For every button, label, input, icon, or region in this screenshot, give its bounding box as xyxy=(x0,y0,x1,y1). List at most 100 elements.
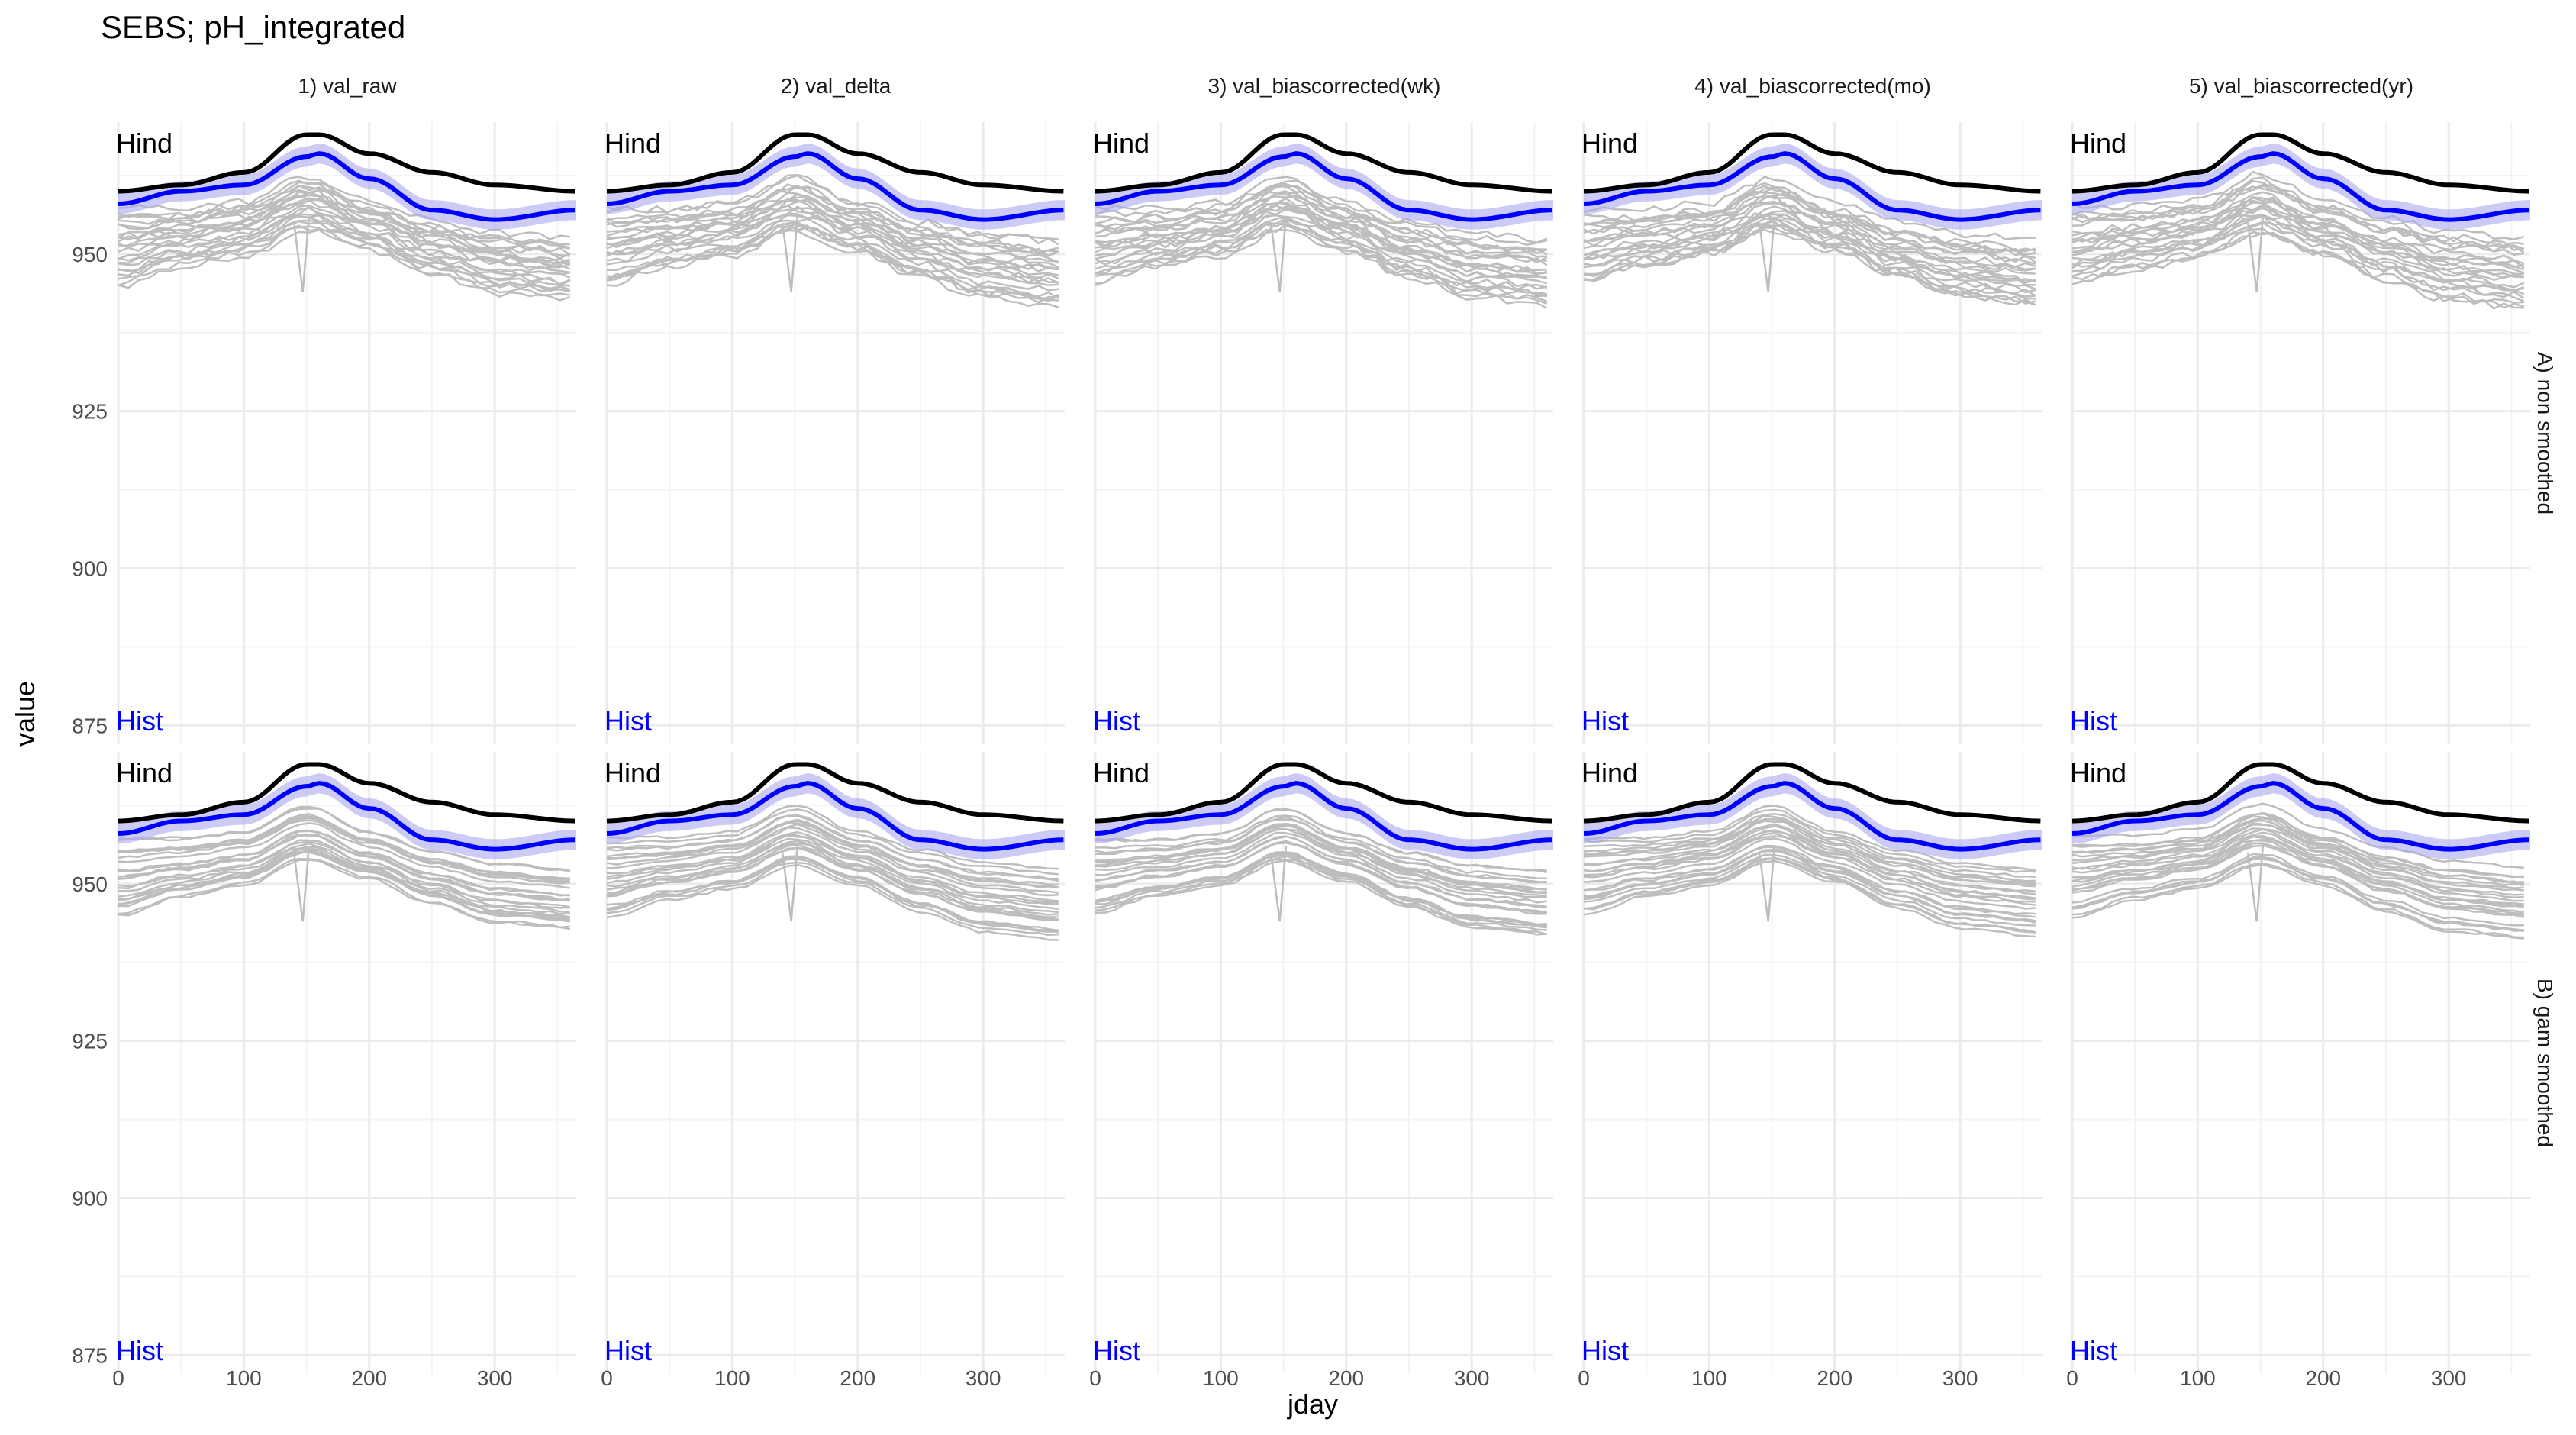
projection-line xyxy=(1095,216,1547,298)
x-tick-label: 200 xyxy=(1328,1366,1364,1390)
y-tick-label: 925 xyxy=(72,1030,108,1053)
x-tick-label: 0 xyxy=(601,1366,613,1390)
hist-band xyxy=(118,144,576,230)
projection-line xyxy=(1583,194,2036,268)
y-tick-label: 950 xyxy=(72,243,108,266)
projection-line xyxy=(118,189,571,260)
projection-line xyxy=(606,863,1059,941)
projection-line xyxy=(2071,179,2524,251)
hind-line xyxy=(118,132,575,194)
x-tick-label: 0 xyxy=(112,1366,124,1390)
projection-line xyxy=(1095,822,1547,891)
projection-line xyxy=(1095,179,1548,247)
projection-line xyxy=(118,822,570,889)
hist-label: Hist xyxy=(605,1335,652,1366)
hist-label: Hist xyxy=(605,705,652,737)
projection-line xyxy=(1095,808,1547,872)
projection-line xyxy=(1095,219,1548,298)
projection-line xyxy=(606,207,1059,276)
x-tick-label: 300 xyxy=(477,1366,513,1390)
projection-line xyxy=(118,842,570,913)
panel: Hind Hist 1) val_raw 875 900 925 950 xyxy=(72,74,576,744)
projection-line xyxy=(1095,202,1547,275)
hind-line xyxy=(606,762,1064,824)
hist-label: Hist xyxy=(116,1335,163,1366)
projection-line xyxy=(118,184,570,250)
projection-line xyxy=(606,861,1059,937)
x-tick-label: 300 xyxy=(966,1366,1001,1390)
hist-label: Hist xyxy=(116,705,163,737)
projection-line xyxy=(606,174,1059,246)
projection-line xyxy=(1583,217,2036,297)
projection-spike xyxy=(2246,846,2265,922)
projection-line xyxy=(2071,221,2525,302)
x-tick-label: 100 xyxy=(1203,1366,1239,1390)
hind-line xyxy=(1095,132,1552,194)
projection-line xyxy=(2071,817,2525,885)
projection-line xyxy=(118,176,570,240)
hist-band xyxy=(1584,144,2042,230)
projection-line xyxy=(1095,814,1547,879)
chart-title: SEBS; pH_integrated xyxy=(101,9,405,45)
hist-label: Hist xyxy=(1581,705,1629,737)
projection-spike xyxy=(781,216,799,292)
projection-line xyxy=(118,850,570,921)
x-tick-label: 100 xyxy=(714,1366,750,1390)
hind-line xyxy=(2071,762,2529,824)
hind-line xyxy=(2071,132,2529,194)
projection-line xyxy=(2071,863,2524,940)
hind-line xyxy=(1095,762,1552,824)
projection-line xyxy=(1583,218,2036,294)
projection-line xyxy=(606,224,1059,302)
projection-spike xyxy=(1758,216,1776,292)
projection-line xyxy=(607,808,1059,876)
hind-label: Hind xyxy=(1093,757,1149,788)
hist-band xyxy=(607,773,1065,859)
projection-line xyxy=(1095,183,1548,254)
projection-line xyxy=(1095,852,1547,926)
x-tick-label: 200 xyxy=(2305,1366,2341,1390)
y-tick-label: 925 xyxy=(72,400,108,424)
projection-line xyxy=(1583,190,2036,256)
panel: Hind Hist 4) val_biascorrected(mo) xyxy=(1581,74,2042,744)
projection-line xyxy=(118,805,571,872)
panels-group: Hind Hist 1) val_raw 875 900 925 950 Hind Hist 2)… xyxy=(72,74,2557,1390)
projection-line xyxy=(118,859,571,930)
projection-line xyxy=(118,207,570,276)
projection-line xyxy=(606,830,1059,902)
projection-line xyxy=(1095,841,1547,914)
projection-line xyxy=(118,194,571,266)
projection-line xyxy=(118,228,571,302)
projection-line xyxy=(606,823,1059,894)
projection-line xyxy=(1583,814,2036,882)
hind-line xyxy=(1583,132,2041,194)
projection-line xyxy=(1583,808,2036,873)
projection-line xyxy=(118,839,571,908)
projection-line xyxy=(1583,835,2036,906)
projection-line xyxy=(606,805,1059,870)
projection-line xyxy=(2071,822,2524,889)
projection-line xyxy=(2071,842,2524,914)
projection-line xyxy=(118,833,570,902)
projection-line xyxy=(2071,191,2525,265)
x-tick-label: 100 xyxy=(1691,1366,1727,1390)
hist-band xyxy=(607,144,1065,230)
projection-line xyxy=(1095,859,1547,936)
projection-line xyxy=(1583,192,2036,263)
projection-line xyxy=(2071,170,2525,240)
hist-line xyxy=(1583,781,2041,852)
projection-line xyxy=(1583,205,2036,282)
projection-line xyxy=(118,192,571,264)
panel: Hind Hist 875 900 925 950 0 100 200 300 xyxy=(72,752,576,1390)
projection-line xyxy=(606,218,1059,292)
hind-label: Hind xyxy=(1093,127,1149,159)
x-tick-label: 0 xyxy=(2066,1366,2078,1390)
hist-line xyxy=(1095,151,1552,222)
projection-line xyxy=(2071,205,2524,282)
hind-line xyxy=(1583,762,2041,824)
